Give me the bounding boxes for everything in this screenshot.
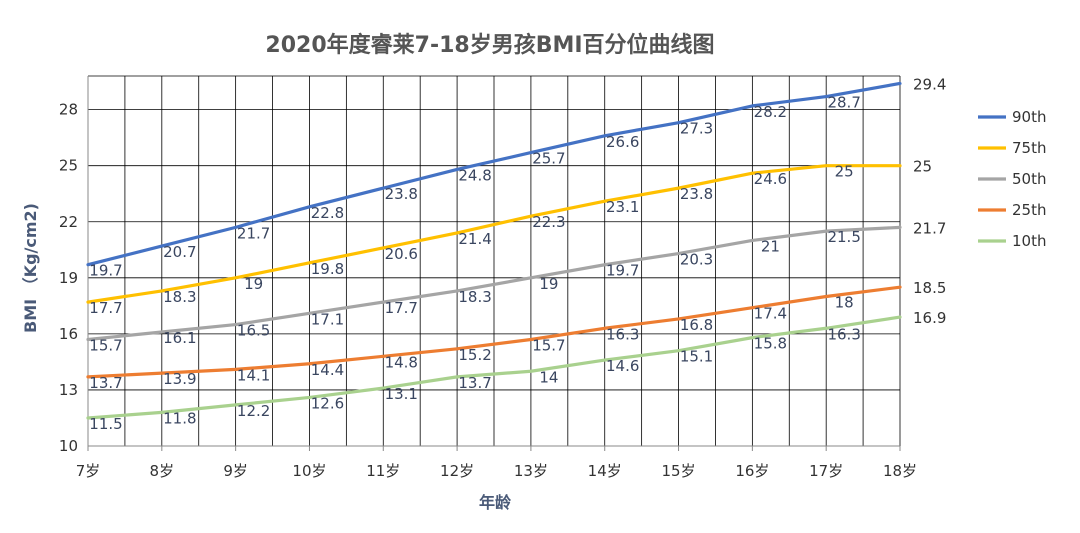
data-label: 17.4 (754, 305, 787, 323)
data-label: 17.7 (89, 299, 122, 317)
data-label: 15.8 (754, 335, 787, 353)
x-tick-label: 16岁 (735, 462, 769, 480)
data-label: 23.8 (680, 185, 713, 203)
y-tick-label: 22 (59, 213, 78, 231)
data-label: 20.7 (163, 243, 196, 261)
data-label: 24.6 (754, 170, 787, 188)
legend-label: 90th (1012, 108, 1046, 126)
data-label: 16.5 (237, 322, 270, 340)
data-label: 11.5 (89, 415, 122, 433)
x-tick-label: 18岁 (883, 462, 917, 480)
data-label: 19.8 (311, 260, 344, 278)
x-tick-label: 15岁 (661, 462, 695, 480)
legend-label: 10th (1012, 232, 1046, 250)
series-line-50th (86, 225, 902, 342)
data-label: 19 (539, 275, 558, 293)
data-label: 12.6 (311, 394, 344, 412)
data-label: 23.1 (606, 198, 639, 216)
data-label: 28.2 (754, 103, 787, 121)
x-tick-label: 12岁 (440, 462, 474, 480)
data-label: 15.2 (458, 346, 491, 364)
data-label: 13.9 (163, 370, 196, 388)
end-label: 21.7 (913, 219, 946, 237)
data-label: 21 (761, 237, 780, 255)
data-label: 19.7 (89, 262, 122, 280)
series-line-25th (86, 285, 902, 379)
data-label: 19.7 (606, 262, 639, 280)
data-label: 14.1 (237, 366, 270, 384)
x-tick-label: 14岁 (588, 462, 622, 480)
y-tick-label: 10 (59, 437, 78, 455)
y-tick-label: 25 (59, 157, 78, 175)
data-label: 22.8 (311, 204, 344, 222)
series-lines (86, 81, 902, 420)
x-tick-label: 7岁 (76, 462, 101, 480)
data-label: 13.1 (385, 385, 418, 403)
data-label: 13.7 (458, 374, 491, 392)
chart-title: 2020年度睿莱7-18岁男孩BMI百分位曲线图 (265, 32, 714, 58)
end-label: 25 (913, 158, 932, 176)
data-label: 19 (244, 275, 263, 293)
axes: 10 13 16 19 22 25 28 7岁 8岁 9岁 10岁 11岁 12岁 13岁 14岁 15岁 16… (59, 76, 917, 480)
x-tick-label: 13岁 (514, 462, 548, 480)
series-line-10th (86, 315, 902, 420)
data-label: 15.7 (89, 336, 122, 354)
y-tick-label: 16 (59, 325, 78, 343)
legend: 90th 75th 50th 25th 10th (978, 108, 1046, 250)
x-tick-label: 9岁 (223, 462, 248, 480)
data-label: 14.8 (385, 353, 418, 371)
data-label: 17.7 (385, 299, 418, 317)
data-label: 21.4 (458, 230, 491, 248)
data-label: 22.3 (532, 213, 565, 231)
data-label: 14 (539, 368, 558, 386)
data-label: 13.7 (89, 374, 122, 392)
data-label: 11.8 (163, 409, 196, 427)
data-label: 14.6 (606, 357, 639, 375)
data-label: 18.3 (458, 288, 491, 306)
data-label: 16.3 (827, 325, 860, 343)
legend-label: 50th (1012, 170, 1046, 188)
data-label: 18.3 (163, 288, 196, 306)
data-label: 16.3 (606, 325, 639, 343)
data-label: 25 (835, 163, 854, 181)
end-label: 18.5 (913, 279, 946, 297)
x-tick-label: 8岁 (150, 462, 175, 480)
data-label: 12.2 (237, 402, 270, 420)
series-line-75th (86, 164, 902, 304)
data-label: 20.6 (385, 245, 418, 263)
data-label: 24.8 (458, 166, 491, 184)
data-label: 26.6 (606, 133, 639, 151)
end-label: 16.9 (913, 309, 946, 327)
data-label: 25.7 (532, 150, 565, 168)
data-label: 27.3 (680, 120, 713, 138)
y-tick-label: 19 (59, 269, 78, 287)
y-axis-label: BMI （Kg/cm2) (21, 203, 40, 333)
data-label: 14.4 (311, 361, 344, 379)
legend-label: 25th (1012, 201, 1046, 219)
data-label: 15.7 (532, 336, 565, 354)
data-label: 16.1 (163, 329, 196, 347)
data-label: 18 (835, 294, 854, 312)
x-tick-label: 11岁 (366, 462, 400, 480)
x-tick-label: 17岁 (809, 462, 843, 480)
data-label: 17.1 (311, 310, 344, 328)
data-label: 15.1 (680, 348, 713, 366)
data-label: 21.5 (827, 228, 860, 246)
data-label: 20.3 (680, 251, 713, 269)
x-axis-label: 年龄 (479, 493, 512, 512)
grid-lines (87, 75, 901, 447)
y-tick-label: 28 (59, 101, 78, 119)
data-label: 28.7 (827, 94, 860, 112)
legend-label: 75th (1012, 139, 1046, 157)
y-tick-label: 13 (59, 381, 78, 399)
data-label: 21.7 (237, 224, 270, 242)
end-label: 29.4 (913, 75, 946, 93)
series-line-90th (86, 81, 902, 267)
data-labels: 19.7 20.7 21.7 22.8 23.8 24.8 25.7 26.6 27.3 28.2… (89, 75, 946, 432)
x-tick-label: 10岁 (292, 462, 326, 480)
data-label: 16.8 (680, 316, 713, 334)
data-label: 23.8 (385, 185, 418, 203)
